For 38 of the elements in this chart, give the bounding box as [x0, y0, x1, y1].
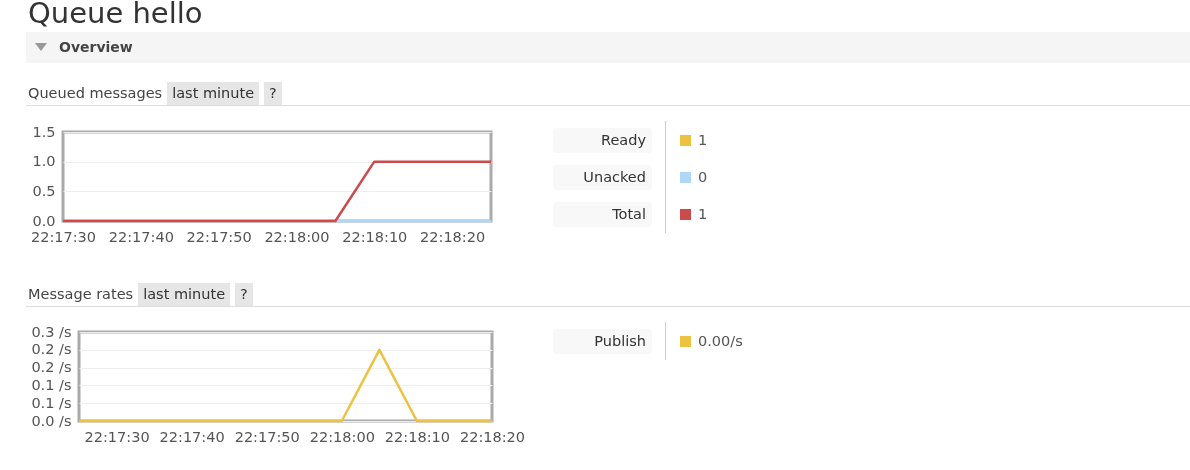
y-tick-label: 1.0: [32, 153, 56, 170]
y-tick-label: 0.3 /s: [31, 323, 72, 340]
text: 1: [698, 131, 708, 150]
x-tick-label: 22:17:30: [30, 228, 97, 245]
x-tick-label: 22:18:20: [420, 228, 486, 245]
text: ?: [235, 283, 253, 306]
x-tick-label: 22:17:50: [234, 428, 300, 445]
text: Queue hello: [28, 0, 203, 31]
x-tick-label: 22:17:30: [84, 428, 150, 445]
x-tick-label: 22:18:00: [309, 428, 375, 445]
text: last minute: [138, 283, 231, 306]
chart-title: Message rates: [28, 285, 134, 304]
x-tick-label: 22:17:40: [108, 228, 174, 245]
y-tick-label: 1.5: [32, 123, 56, 140]
legend-label: Total: [553, 202, 652, 227]
legend-label: Unacked: [553, 165, 652, 190]
x-tick-label: 22:18:20: [459, 428, 526, 445]
chart-title: Queued messages: [28, 84, 163, 103]
text: last minute: [167, 82, 260, 105]
y-tick-label: 0.5: [32, 182, 56, 199]
y-tick-label: 0.0: [32, 212, 56, 229]
y-tick-label: 0.2 /s: [31, 359, 72, 376]
text: 0: [698, 168, 708, 187]
x-tick-label: 22:17:40: [159, 428, 225, 445]
y-tick-label: 0.0 /s: [31, 412, 72, 429]
text: Overview: [59, 38, 133, 57]
x-tick-label: 22:18:10: [384, 428, 450, 445]
x-tick-label: 22:17:50: [186, 228, 252, 245]
text: 1: [698, 205, 708, 224]
x-tick-label: 22:18:10: [342, 228, 408, 245]
legend-label: Publish: [553, 329, 652, 354]
y-tick-label: 0.2 /s: [31, 341, 72, 358]
y-tick-label: 0.1 /s: [31, 394, 72, 411]
text: ?: [264, 82, 282, 105]
y-tick-label: 0.1 /s: [31, 376, 72, 393]
legend-label: Ready: [553, 128, 652, 153]
x-tick-label: 22:18:00: [264, 228, 330, 245]
text: 0.00/s: [698, 332, 743, 351]
